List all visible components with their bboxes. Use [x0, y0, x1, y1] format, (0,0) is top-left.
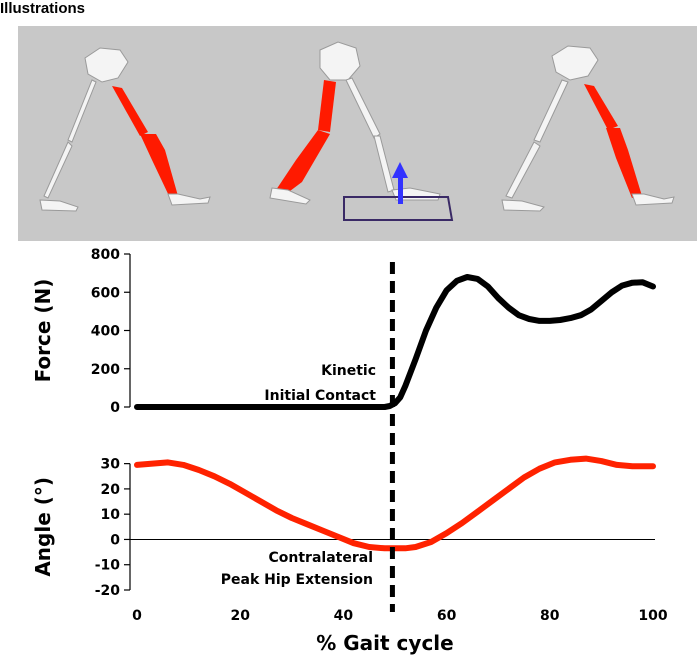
- y-tick-label: 400: [91, 324, 120, 340]
- y-axis-title: Angle (°): [31, 477, 55, 577]
- annotation-label: Initial Contact: [264, 388, 376, 404]
- annotation-label: Contralateral: [269, 550, 374, 566]
- annotation-label: Peak Hip Extension: [221, 572, 373, 588]
- muscle-shape: [606, 128, 642, 198]
- y-tick-label: 200: [91, 362, 120, 378]
- annotation-label: Kinetic: [321, 363, 376, 379]
- gait-illustration-panel: [18, 26, 697, 241]
- angle-chart: -20 -10 0 10 20 30 Angle (°) Contralateral Peak …: [31, 455, 656, 599]
- y-tick-label: 0: [110, 532, 120, 548]
- x-axis-title: % Gait cycle: [316, 631, 453, 655]
- y-tick-label: -10: [95, 558, 121, 574]
- force-plate-shape: [343, 196, 454, 221]
- angle-series-line: [134, 455, 656, 552]
- bone-shape: [345, 77, 381, 139]
- y-tick-label: 600: [91, 285, 120, 301]
- x-tick-label: 0: [132, 608, 142, 624]
- y-tick-label: 800: [91, 247, 120, 263]
- muscle-shape: [140, 134, 178, 198]
- y-tick-label: 0: [110, 400, 120, 416]
- gait-skeleton-icon: [39, 47, 211, 212]
- x-tick-label: 100: [638, 608, 667, 624]
- page-title: Illustrations: [0, 0, 86, 17]
- muscle-shape: [276, 130, 330, 194]
- gait-skeleton-icon: [501, 45, 675, 212]
- x-tick-label: 60: [437, 608, 457, 624]
- y-tick-label: 20: [101, 482, 121, 498]
- bone-shape: [501, 199, 545, 212]
- x-tick-label: 20: [230, 608, 250, 624]
- muscle-shape: [318, 80, 336, 132]
- force-chart: 0 200 400 600 800 Force (N) Kinetic Initial Con…: [31, 247, 656, 416]
- force-arrow-shape: [398, 172, 403, 204]
- x-tick-label: 80: [540, 608, 560, 624]
- bone-shape: [39, 199, 79, 212]
- bone-shape: [67, 79, 97, 143]
- y-tick-label: 30: [101, 457, 121, 473]
- bone-shape: [533, 79, 569, 143]
- bone-shape: [631, 193, 675, 206]
- bone-shape: [167, 193, 211, 206]
- bone-shape: [505, 141, 541, 199]
- force-arrow-shape: [392, 162, 408, 178]
- bone-shape: [43, 141, 73, 199]
- shared-axis-elements: 0 20 40 60 80 100 % Gait cycle: [132, 262, 668, 655]
- x-tick-label: 40: [334, 608, 354, 624]
- y-tick-label: 10: [101, 507, 121, 523]
- gait-skeleton-icon: [269, 41, 454, 221]
- bone-shape: [84, 47, 129, 83]
- y-axis-title: Force (N): [31, 279, 55, 383]
- y-tick-label: -20: [95, 583, 121, 599]
- bone-shape: [319, 41, 361, 81]
- force-series-line: [134, 274, 656, 410]
- muscle-shape: [584, 84, 618, 130]
- muscle-shape: [112, 86, 148, 136]
- bone-shape: [269, 187, 311, 205]
- bone-shape: [551, 45, 599, 81]
